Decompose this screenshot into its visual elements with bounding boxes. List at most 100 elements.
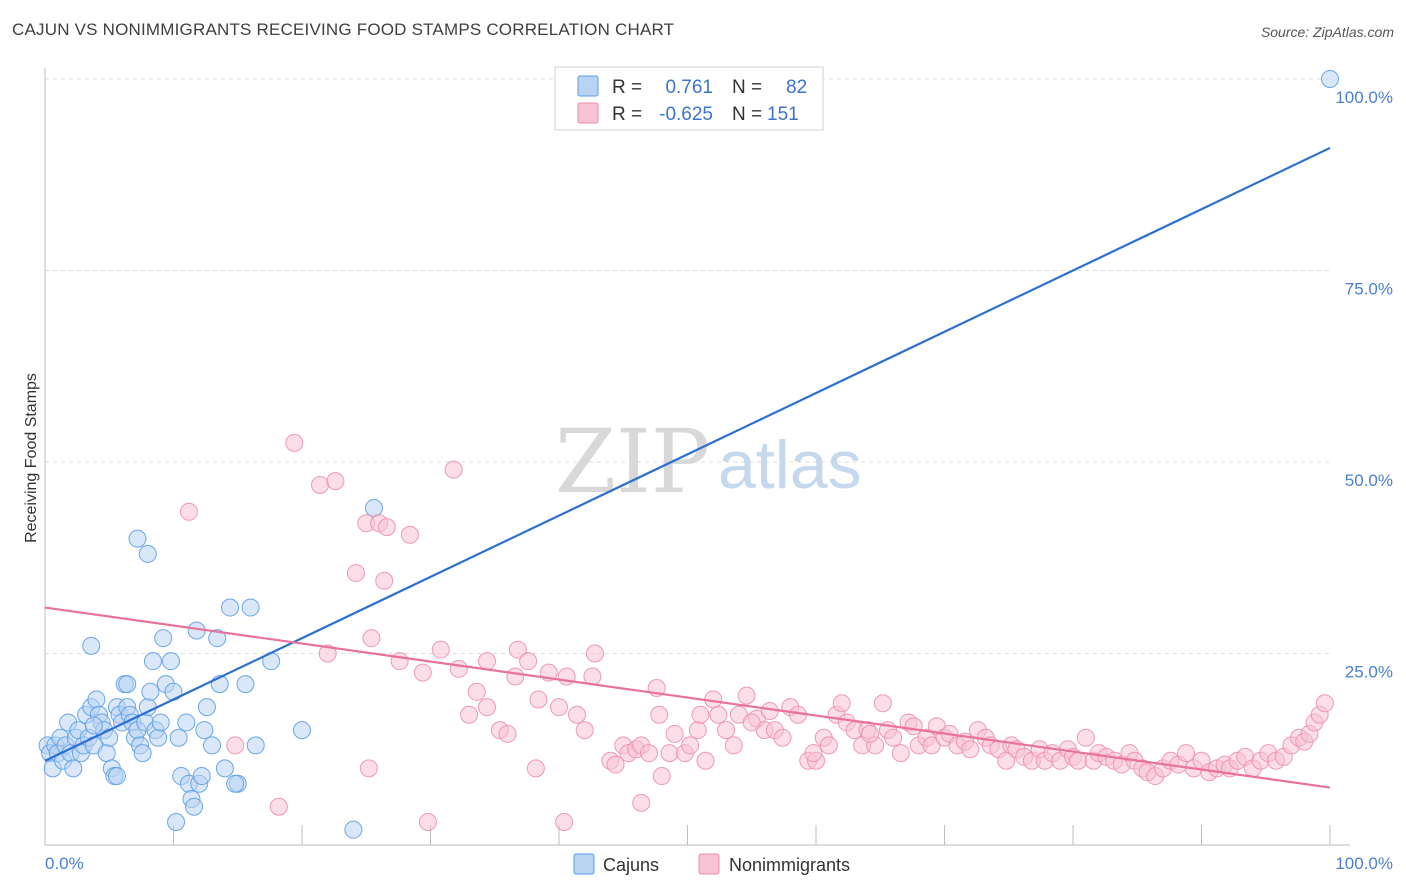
cajuns-point (128, 529, 147, 548)
cajuns-point (185, 797, 204, 816)
legend-r-label-cajuns: R = (612, 77, 642, 98)
correlation-legend: R = 0.761 N = 82 R = -0.625 N = 151 (554, 66, 824, 131)
nonimmigrants-point (285, 433, 304, 452)
nonimmigrants-point (310, 475, 329, 494)
cajuns-point (344, 820, 363, 839)
cajuns-point (197, 698, 216, 717)
nonimmigrants-point (650, 705, 669, 724)
legend-swatch-nonimmigrants (577, 102, 599, 124)
nonimmigrants-point (1177, 744, 1196, 763)
nonimmigrants-point (652, 767, 671, 786)
nonimmigrants-point (660, 744, 679, 763)
y-tick-label: 50.0% (1345, 471, 1393, 490)
nonimmigrants-point (961, 740, 980, 759)
cajuns-point (169, 728, 188, 747)
cajuns-point (133, 744, 152, 763)
cajuns-point (87, 690, 106, 709)
cajuns-point (82, 636, 101, 655)
cajuns-point (84, 716, 103, 735)
cajuns-point (151, 713, 170, 732)
y-tick-label: 25.0% (1345, 663, 1393, 682)
nonimmigrants-point (326, 472, 345, 491)
cajuns-point (167, 813, 186, 832)
x-tick-labels: 0.0% 100.0% (45, 854, 1393, 873)
nonimmigrants-point (478, 698, 497, 717)
nonimmigrants-point (460, 705, 479, 724)
nonimmigrants-point (860, 724, 879, 743)
axes (44, 68, 1350, 846)
cajuns-point (143, 652, 162, 671)
nonimmigrants-point (804, 744, 823, 763)
cajuns-point (118, 675, 137, 694)
cajuns-point (215, 759, 234, 778)
cajuns-point (236, 675, 255, 694)
watermark: ZIP atlas (555, 410, 862, 513)
cajuns-point (97, 744, 116, 763)
cajuns-point (241, 598, 260, 617)
legend-box (554, 66, 824, 131)
legend-r-value-cajuns: 0.761 (665, 77, 713, 98)
bottom-legend-swatch-cajuns (573, 853, 595, 875)
nonimmigrants-point (413, 663, 432, 682)
nonimmigrants-point (884, 728, 903, 747)
nonimmigrants-point (375, 571, 394, 590)
nonimmigrants-trend-line (44, 606, 1331, 789)
nonimmigrants-point (508, 640, 527, 659)
nonimmigrants-point (179, 502, 198, 521)
nonimmigrants-point (498, 724, 517, 743)
cajuns-point (138, 544, 157, 563)
cajuns-point (107, 767, 126, 786)
legend-r-value-nonimmigrants: -0.625 (659, 104, 713, 125)
nonimmigrants-point (1076, 728, 1095, 747)
nonimmigrants-point (506, 667, 525, 686)
nonimmigrants-point (467, 682, 486, 701)
nonimmigrants-point (691, 705, 710, 724)
nonimmigrants-point (709, 705, 728, 724)
nonimmigrants-point (519, 652, 538, 671)
x-tick-label-min: 0.0% (45, 854, 84, 873)
y-tick-labels: 100.0% 75.0% 50.0% 25.0% (1335, 88, 1393, 682)
nonimmigrants-point (529, 690, 548, 709)
legend-n-value-cajuns: 82 (786, 77, 807, 98)
watermark-atlas: atlas (718, 427, 862, 503)
nonimmigrants-point (737, 686, 756, 705)
nonimmigrants-point (555, 813, 574, 832)
cajuns-point (195, 721, 214, 740)
cajuns-point (203, 736, 222, 755)
cajuns-point (364, 498, 383, 517)
cajuns-point (226, 774, 245, 793)
nonimmigrants-point (390, 652, 409, 671)
nonimmigrants-point (873, 694, 892, 713)
nonimmigrants-point (696, 751, 715, 770)
nonimmigrants-point (724, 736, 743, 755)
cajuns-point (1321, 70, 1339, 88)
cajuns-point (138, 698, 157, 717)
nonimmigrants-point (639, 744, 658, 763)
nonimmigrants-point (418, 813, 437, 832)
nonimmigrants-point (478, 652, 497, 671)
legend-n-label-cajuns: N = (732, 77, 762, 98)
source-label: Source: ZipAtlas.com (1260, 24, 1394, 40)
nonimmigrants-point (550, 698, 568, 717)
series-legend: Cajuns Nonimmigrants (573, 853, 850, 875)
nonimmigrants-point (400, 525, 419, 544)
cajuns-point (141, 682, 160, 701)
nonimmigrants-point (681, 736, 700, 755)
nonimmigrants-point (632, 793, 651, 812)
nonimmigrants-point (717, 721, 736, 740)
cajuns-point (177, 713, 196, 732)
legend-n-label-nonimmigrants: N = (732, 104, 762, 125)
nonimmigrants-point (819, 736, 838, 755)
nonimmigrants-point (665, 724, 684, 743)
cajuns-point (161, 652, 180, 671)
nonimmigrants-point (526, 759, 545, 778)
nonimmigrants-point (688, 721, 707, 740)
chart-title: CAJUN VS NONIMMIGRANTS RECEIVING FOOD ST… (12, 20, 675, 39)
cajuns-point (221, 598, 240, 617)
cajuns-point (192, 767, 211, 786)
nonimmigrants-point (449, 659, 468, 678)
bottom-legend-label-cajuns: Cajuns (603, 855, 659, 875)
cajuns-point (246, 736, 265, 755)
nonimmigrants-point (359, 759, 378, 778)
